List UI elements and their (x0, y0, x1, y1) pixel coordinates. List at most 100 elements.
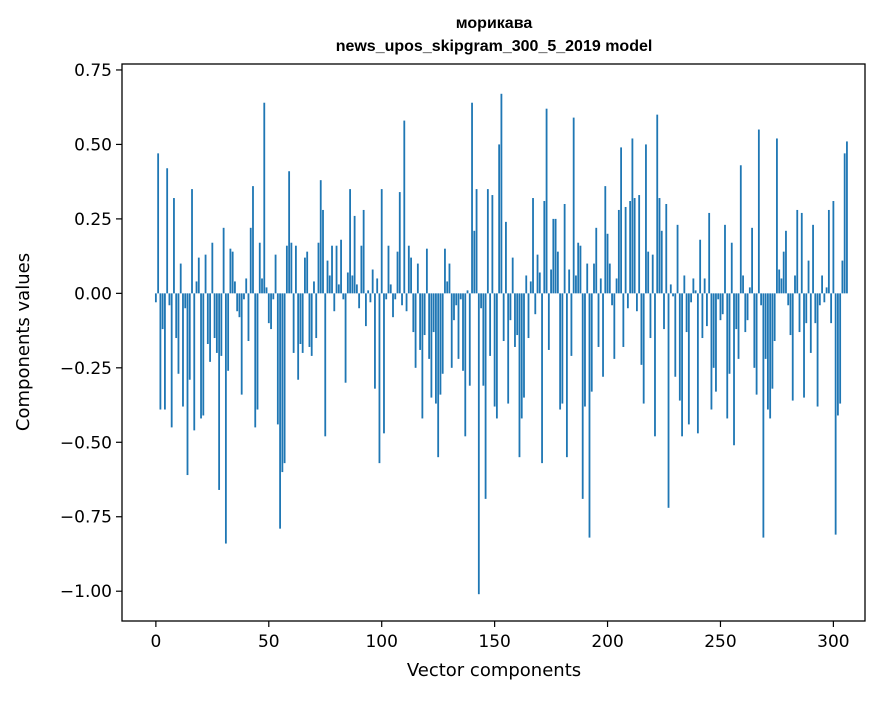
bar (177, 293, 180, 374)
bar (733, 293, 735, 446)
bar (306, 251, 309, 294)
bar (584, 293, 586, 407)
bar (240, 293, 243, 395)
x-tick-label: 300 (817, 632, 849, 652)
bar (633, 198, 636, 294)
bar (516, 293, 519, 336)
bar (430, 293, 433, 398)
bar (780, 278, 783, 294)
bar (166, 168, 169, 294)
bar (737, 293, 740, 359)
bar (369, 293, 372, 303)
bar (324, 293, 327, 437)
bar (179, 263, 182, 294)
bar (231, 251, 234, 294)
bar (378, 293, 381, 464)
bar (410, 257, 412, 294)
bar (631, 138, 634, 294)
bar (825, 287, 828, 294)
bar (495, 293, 498, 419)
bar (617, 209, 620, 294)
bar (471, 102, 473, 294)
plot-frame (121, 63, 866, 622)
bar (615, 278, 618, 294)
bar (590, 293, 593, 392)
bar (581, 293, 584, 499)
bar (773, 293, 776, 342)
y-tick-label: −0.75 (60, 508, 112, 528)
bar (365, 293, 367, 327)
bar (362, 209, 365, 294)
bar (360, 245, 363, 294)
bar (444, 248, 446, 294)
bar (778, 269, 781, 294)
bar (428, 293, 431, 359)
bar (532, 198, 534, 294)
bar (827, 209, 830, 294)
bar (565, 293, 568, 458)
bar (224, 293, 227, 544)
bar (270, 293, 272, 330)
bar (238, 293, 241, 318)
bar (642, 293, 645, 404)
bar (405, 293, 408, 312)
bar (218, 293, 221, 490)
bar (279, 293, 281, 529)
bar (701, 293, 704, 339)
bar (678, 293, 681, 401)
bar (751, 227, 753, 294)
bar (455, 293, 458, 306)
bar (249, 227, 252, 294)
bar (669, 284, 672, 294)
bar (191, 189, 193, 294)
bar (839, 293, 842, 404)
bar (376, 278, 379, 294)
bar (746, 293, 749, 321)
bar (762, 293, 765, 538)
bar (602, 293, 604, 377)
bar (640, 293, 643, 365)
bar (439, 293, 442, 395)
bar (818, 293, 821, 306)
y-tick-label: 0.50 (74, 135, 112, 155)
bar (398, 192, 401, 294)
bar (834, 293, 837, 535)
bar (712, 293, 715, 368)
bar (154, 293, 157, 303)
bar (742, 275, 744, 294)
bar (204, 254, 207, 294)
bar (527, 293, 530, 339)
bar (791, 293, 794, 401)
bar (340, 239, 342, 294)
axes: 0 50 100 150 200 250 300 0.75 0.50 0.25 0.00 −0.25 −… (60, 61, 850, 652)
bar (157, 153, 160, 294)
bar (755, 293, 758, 395)
bar (380, 189, 383, 294)
bar (726, 293, 729, 419)
bar (396, 251, 399, 294)
bar (276, 293, 279, 425)
bar (432, 293, 435, 333)
bar (622, 293, 625, 347)
bar (809, 293, 812, 353)
bar (247, 293, 250, 342)
bar (206, 293, 209, 344)
bar (448, 263, 451, 294)
bar (335, 245, 338, 294)
bar (283, 293, 286, 464)
x-axis-label: Vector components (407, 660, 581, 681)
bar (486, 189, 489, 294)
y-tick-label: 0.25 (74, 210, 112, 230)
bar (466, 290, 469, 294)
bar (660, 230, 663, 294)
bar (717, 293, 720, 300)
bar (523, 293, 525, 398)
bar (739, 165, 742, 294)
bar (690, 293, 693, 303)
bar (800, 212, 803, 294)
bar (719, 293, 722, 321)
bar (213, 293, 216, 339)
bar (383, 293, 385, 434)
bar (222, 227, 225, 294)
